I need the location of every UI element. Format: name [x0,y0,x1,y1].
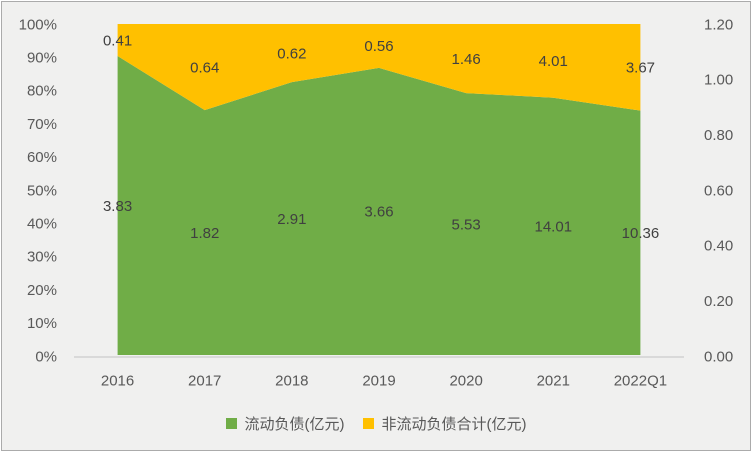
x-axis-label: 2022Q1 [614,372,667,389]
area-current-liabilities [117,56,641,355]
y-axis-right-tick: 0.40 [704,238,733,255]
legend-label-noncurrent: 非流动负债合计(亿元) [381,415,527,433]
y-axis-right-tick: 0.00 [704,348,733,365]
legend-item-noncurrent-liabilities[interactable]: 非流动负债合计(亿元) [362,413,527,434]
y-axis-right-tick: 0.60 [704,182,733,199]
y-axis-right-tick: 1.00 [704,72,733,89]
area-noncurrent-liabilities [117,24,641,111]
y-axis-right-tick: 0.80 [704,127,733,144]
y-axis-left-tick: 10% [27,315,57,332]
y-axis-left-tick: 50% [27,182,57,199]
y-axis-left-tick: 40% [27,215,57,232]
data-label-current: 5.53 [452,216,481,233]
x-axis-label: 2019 [362,372,395,389]
data-label-noncurrent: 0.64 [190,59,219,76]
y-axis-left-tick: 20% [27,282,57,299]
data-label-noncurrent: 3.67 [626,60,655,77]
data-label-current: 2.91 [277,211,306,228]
data-label-current: 14.01 [535,219,573,236]
y-axis-left-tick: 30% [27,249,57,266]
y-axis-left-tick: 60% [27,149,57,166]
data-label-noncurrent: 0.62 [277,45,306,62]
x-axis-label: 2020 [449,372,482,389]
y-axis-right-tick: 0.20 [704,293,733,310]
data-label-noncurrent: 1.46 [452,51,481,68]
x-axis-label: 2017 [188,372,221,389]
x-axis-label: 2018 [275,372,308,389]
y-axis-left-tick: 90% [27,49,57,66]
data-label-current: 3.83 [103,198,132,215]
y-axis-left-tick: 80% [27,83,57,100]
legend-item-current-liabilities[interactable]: 流动负债(亿元) [225,413,345,434]
legend-swatch-current-icon [225,417,237,429]
data-label-current: 10.36 [622,225,660,242]
legend: 流动负债(亿元) 非流动负债合计(亿元) [2,410,750,436]
data-label-current: 3.66 [364,204,393,221]
legend-swatch-noncurrent-icon [362,417,374,429]
data-label-noncurrent: 0.56 [364,38,393,55]
legend-label-current: 流动负债(亿元) [244,415,345,433]
data-label-noncurrent: 0.41 [103,32,132,49]
x-axis-label: 2021 [537,372,570,389]
y-axis-right-tick: 1.20 [704,16,733,33]
y-axis-left-tick: 0% [35,348,57,365]
y-axis-left-tick: 100% [19,16,57,33]
data-label-current: 1.82 [190,225,219,242]
data-label-noncurrent: 4.01 [539,53,568,70]
y-axis-left-tick: 70% [27,116,57,133]
x-axis-label: 2016 [101,372,134,389]
